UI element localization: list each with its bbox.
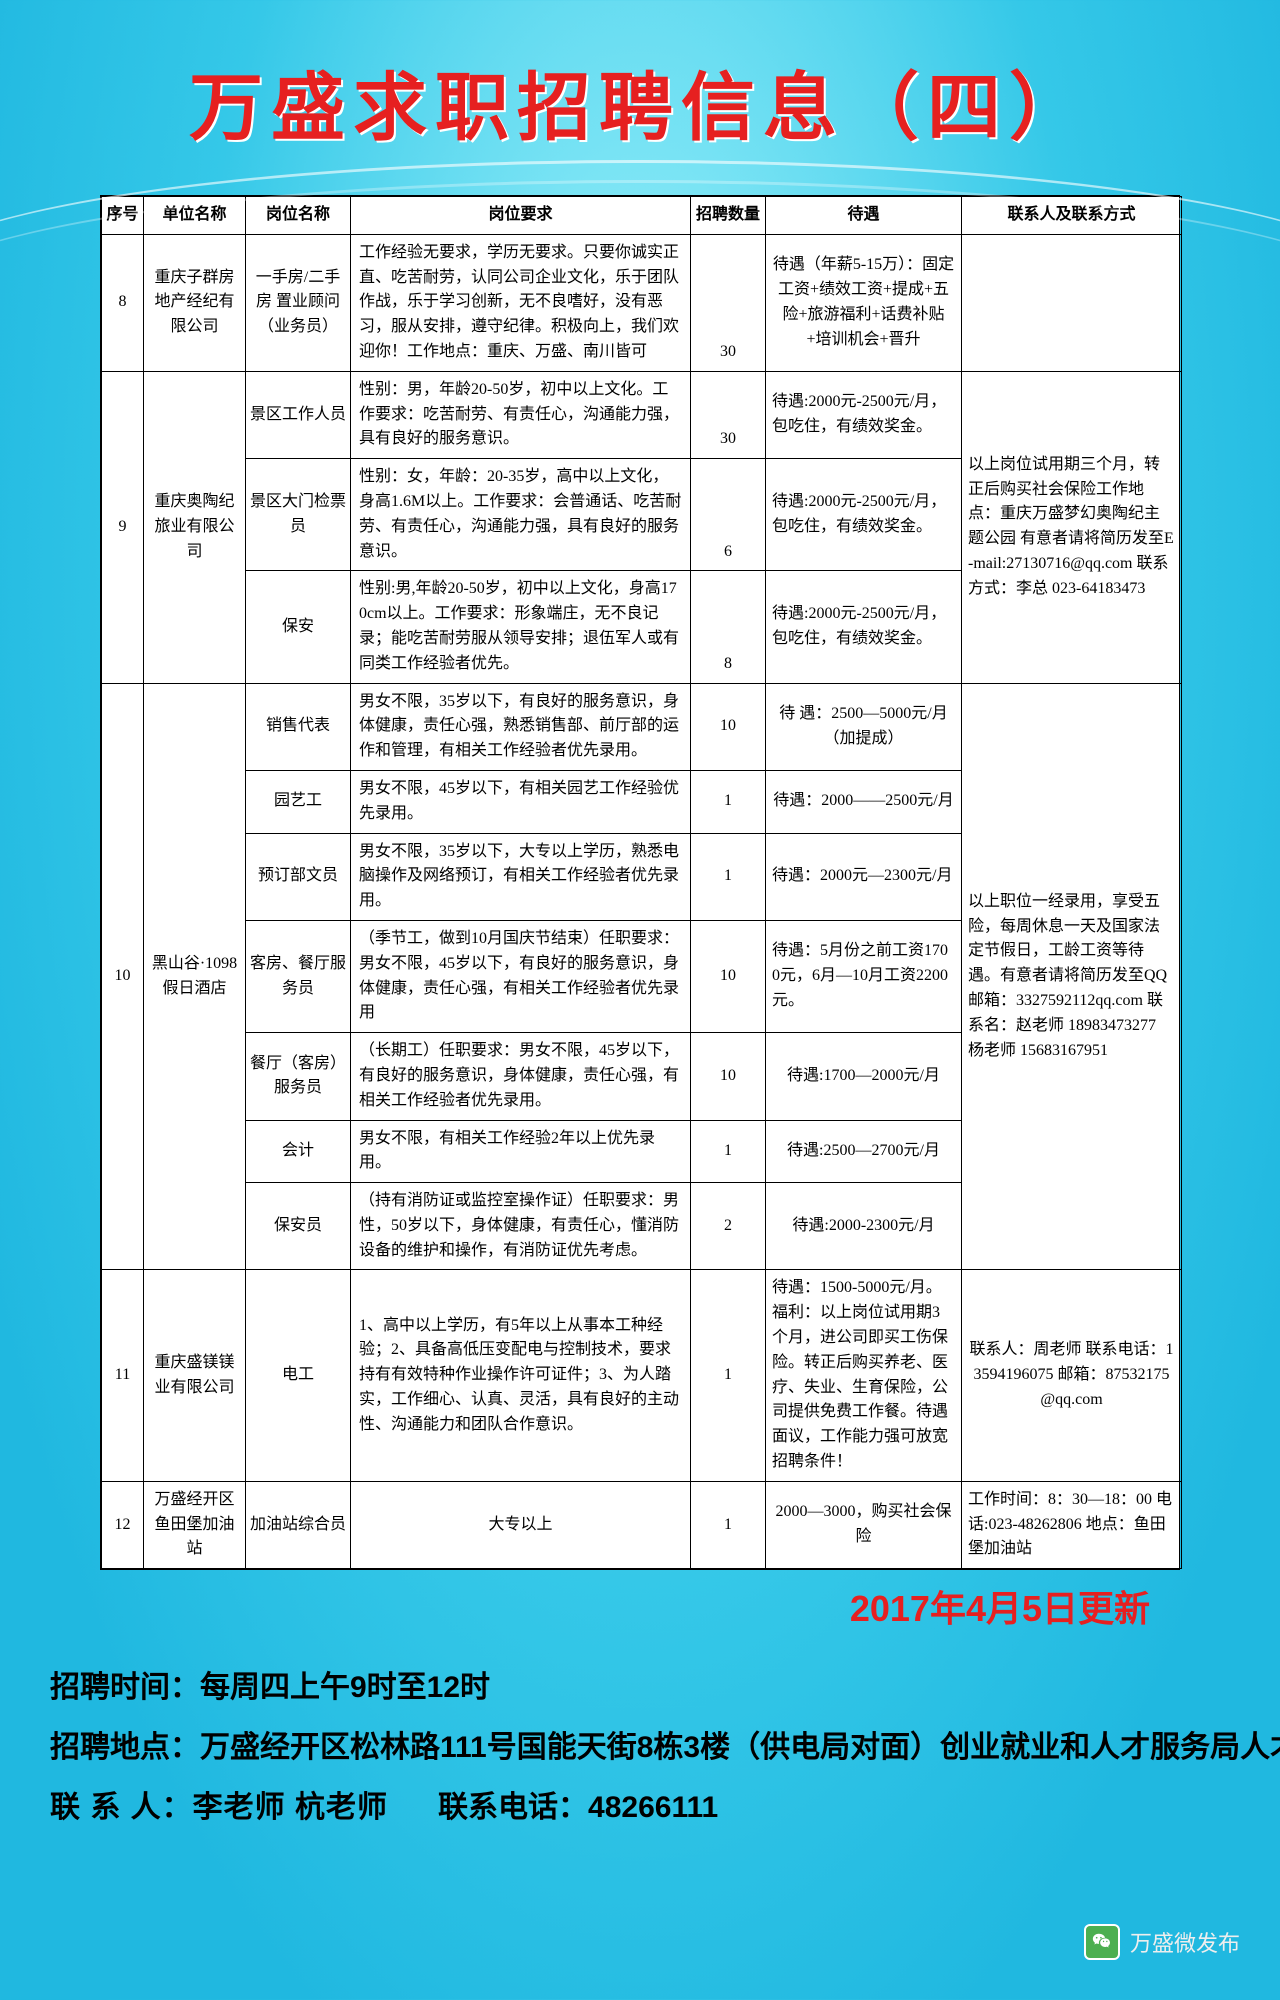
cell-requirement: 男女不限，35岁以下，大专以上学历，熟悉电脑操作及网络预订，有相关工作经验者优先… — [351, 833, 691, 920]
cell-position: 会计 — [246, 1120, 351, 1183]
cell-company: 万盛经开区鱼田堡加油站 — [144, 1481, 246, 1568]
footer-contact: 联 系 人：李老师 杭老师 联系电话：48266111 — [50, 1778, 1240, 1838]
cell-treatment: 待 遇：2500—5000元/月（加提成） — [766, 683, 962, 770]
footer: 招聘时间：每周四上午9时至12时 招聘地点：万盛经开区松林路111号国能天街8栋… — [50, 1658, 1240, 1838]
cell-contact: 以上职位一经录用，享受五险，每周休息一天及国家法定节假日，工龄工资等待遇。有意者… — [962, 683, 1182, 1270]
cell-number: 10 — [691, 1033, 766, 1120]
cell-position: 客房、餐厅服务员 — [246, 920, 351, 1032]
cell-contact: 工作时间：8：30—18：00 电话:023-48262806 地点：鱼田堡加油… — [962, 1481, 1182, 1568]
watermark: 万盛微发布 — [1084, 1924, 1240, 1960]
update-date: 2017年4月5日更新 — [100, 1580, 1180, 1632]
cell-treatment: 待遇:2000元-2500元/月，包吃住，有绩效奖金。 — [766, 371, 962, 458]
cell-position: 保安员 — [246, 1183, 351, 1270]
cell-company: 重庆盛镁镁业有限公司 — [144, 1270, 246, 1481]
job-table-sheet: 序号 单位名称 岗位名称 岗位要求 招聘数量 待遇 联系人及联系方式 8 重庆子… — [100, 195, 1180, 1570]
cell-requirement: 男女不限，有相关工作经验2年以上优先录用。 — [351, 1120, 691, 1183]
footer-place: 招聘地点：万盛经开区松林路111号国能天街8栋3楼（供电局对面）创业就业和人才服… — [50, 1718, 1240, 1778]
table-body: 8 重庆子群房地产经纪有限公司 一手房/二手房 置业顾问（业务员） 工作经验无要… — [102, 234, 1182, 1568]
cell-position: 餐厅（客房）服务员 — [246, 1033, 351, 1120]
cell-idx: 10 — [102, 683, 144, 1270]
table-row: 10 黑山谷·1098假日酒店 销售代表 男女不限，35岁以下，有良好的服务意识… — [102, 683, 1182, 770]
cell-treatment: 2000—3000，购买社会保险 — [766, 1481, 962, 1568]
cell-position: 景区大门检票员 — [246, 459, 351, 571]
cell-contact: 联系人：周老师 联系电话：13594196075 邮箱：87532175@qq.… — [962, 1270, 1182, 1481]
page-title: 万盛求职招聘信息（四） — [0, 0, 1280, 175]
cell-company: 重庆奥陶纪旅业有限公司 — [144, 371, 246, 683]
cell-requirement: 性别:男,年龄20-50岁，初中以上文化，身高170cm以上。工作要求：形象端庄… — [351, 571, 691, 683]
cell-position: 景区工作人员 — [246, 371, 351, 458]
cell-position: 加油站综合员 — [246, 1481, 351, 1568]
cell-treatment: 待遇：2000元—2300元/月 — [766, 833, 962, 920]
cell-position: 电工 — [246, 1270, 351, 1481]
table-row: 12 万盛经开区鱼田堡加油站 加油站综合员 大专以上 1 2000—3000，购… — [102, 1481, 1182, 1568]
table-row: 11 重庆盛镁镁业有限公司 电工 1、高中以上学历，有5年以上从事本工种经验；2… — [102, 1270, 1182, 1481]
cell-contact: 以上岗位试用期三个月，转正后购买社会保险工作地点：重庆万盛梦幻奥陶纪主题公园 有… — [962, 371, 1182, 683]
cell-treatment: 待遇:2000-2300元/月 — [766, 1183, 962, 1270]
cell-idx: 12 — [102, 1481, 144, 1568]
cell-treatment: 待遇:2000元-2500元/月，包吃住，有绩效奖金。 — [766, 571, 962, 683]
cell-treatment: 待遇:1700—2000元/月 — [766, 1033, 962, 1120]
cell-company: 黑山谷·1098假日酒店 — [144, 683, 246, 1270]
cell-requirement: （长期工）任职要求：男女不限，45岁以下，有良好的服务意识，身体健康，责任心强，… — [351, 1033, 691, 1120]
cell-number: 1 — [691, 1481, 766, 1568]
cell-treatment: 待遇：2000——2500元/月 — [766, 770, 962, 833]
table-row: 9 重庆奥陶纪旅业有限公司 景区工作人员 性别：男，年龄20-50岁，初中以上文… — [102, 371, 1182, 458]
cell-number: 2 — [691, 1183, 766, 1270]
cell-number: 1 — [691, 770, 766, 833]
wechat-icon — [1084, 1924, 1120, 1960]
cell-position: 园艺工 — [246, 770, 351, 833]
cell-requirement: （持有消防证或监控室操作证）任职要求：男性，50岁以下，身体健康，有责任心，懂消… — [351, 1183, 691, 1270]
cell-treatment: 待遇：5月份之前工资1700元，6月—10月工资2200元。 — [766, 920, 962, 1032]
cell-number: 10 — [691, 920, 766, 1032]
cell-number: 30 — [691, 371, 766, 458]
cell-requirement: （季节工，做到10月国庆节结束）任职要求：男女不限，45岁以下，有良好的服务意识… — [351, 920, 691, 1032]
cell-requirement: 1、高中以上学历，有5年以上从事本工种经验；2、具备高低压变配电与控制技术，要求… — [351, 1270, 691, 1481]
cell-requirement: 大专以上 — [351, 1481, 691, 1568]
cell-position: 预订部文员 — [246, 833, 351, 920]
cell-number: 6 — [691, 459, 766, 571]
cell-number: 1 — [691, 1120, 766, 1183]
footer-time: 招聘时间：每周四上午9时至12时 — [50, 1658, 1240, 1718]
cell-position: 保安 — [246, 571, 351, 683]
cell-number: 10 — [691, 683, 766, 770]
footer-contact-phone: 联系电话：48266111 — [438, 1791, 718, 1824]
footer-contact-person: 联 系 人：李老师 杭老师 — [50, 1791, 388, 1824]
cell-treatment: 待遇：1500-5000元/月。福利：以上岗位试用期3个月，进公司即买工伤保险。… — [766, 1270, 962, 1481]
cell-number: 1 — [691, 833, 766, 920]
title-text: 万盛求职招聘信息（四） — [0, 48, 1280, 155]
cell-treatment: 待遇:2500—2700元/月 — [766, 1120, 962, 1183]
cell-requirement: 性别：男，年龄20-50岁，初中以上文化。工作要求：吃苦耐劳、有责任心，沟通能力… — [351, 371, 691, 458]
cell-requirement: 性别：女，年龄：20-35岁，高中以上文化，身高1.6M以上。工作要求：会普通话… — [351, 459, 691, 571]
cell-idx: 9 — [102, 371, 144, 683]
watermark-text: 万盛微发布 — [1130, 1926, 1240, 1958]
job-table: 序号 单位名称 岗位名称 岗位要求 招聘数量 待遇 联系人及联系方式 8 重庆子… — [101, 196, 1182, 1569]
cell-requirement: 男女不限，45岁以下，有相关园艺工作经验优先录用。 — [351, 770, 691, 833]
cell-position: 销售代表 — [246, 683, 351, 770]
cell-requirement: 男女不限，35岁以下，有良好的服务意识，身体健康，责任心强，熟悉销售部、前厅部的… — [351, 683, 691, 770]
cell-number: 1 — [691, 1270, 766, 1481]
cell-idx: 11 — [102, 1270, 144, 1481]
cell-number: 8 — [691, 571, 766, 683]
cell-treatment: 待遇:2000元-2500元/月，包吃住，有绩效奖金。 — [766, 459, 962, 571]
